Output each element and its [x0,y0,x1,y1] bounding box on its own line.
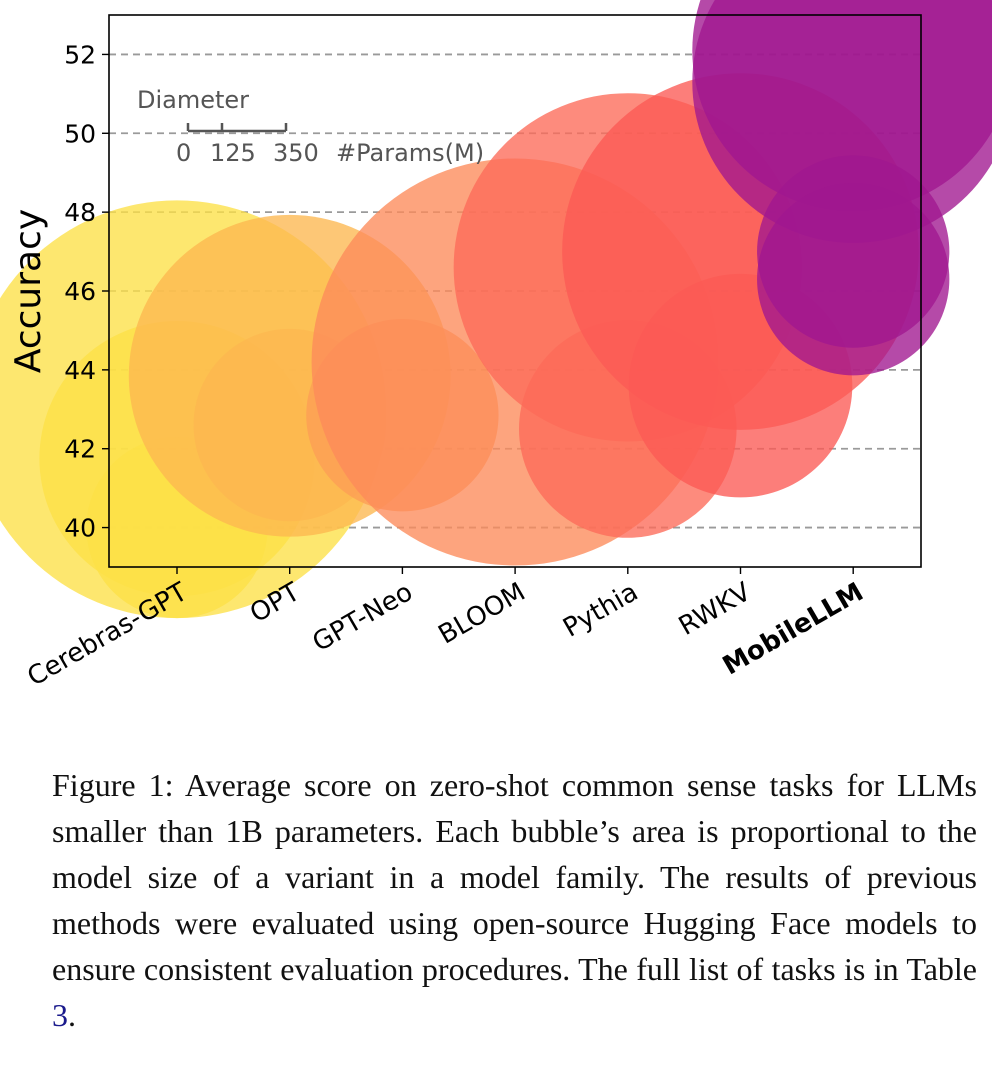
size-legend-label-125: 125 [210,139,256,167]
table-reference-link[interactable]: 3 [52,997,68,1033]
y-axis-label: Accuracy [8,209,49,373]
bubbles [0,0,992,619]
size-legend-label-350: 350 [273,139,319,167]
y-tick-label-48: 48 [64,198,96,227]
x-tick-label-pythia: Pythia [558,577,643,643]
y-tick-label-46: 46 [64,277,96,306]
x-tick-label-gpt-neo: GPT-Neo [308,577,418,658]
size-legend-title: Diameter [137,86,249,114]
y-axis-ticks: 40 42 44 46 48 50 52 [64,40,109,543]
x-tick-label-bloom: BLOOM [434,577,531,650]
caption-text: Figure 1: Average score on zero-shot com… [52,767,977,987]
bubble-mobilellm-4 [757,183,950,376]
size-legend-unit: #Params(M) [336,139,484,167]
x-tick-label-rwkv: RWKV [674,577,756,642]
caption-end: . [68,997,76,1033]
y-tick-label-44: 44 [64,356,96,385]
y-tick-label-40: 40 [64,514,96,543]
y-tick-label-42: 42 [64,435,96,464]
figure-caption: Figure 1: Average score on zero-shot com… [52,762,977,1038]
y-tick-label-52: 52 [64,40,96,69]
size-legend-label-0: 0 [176,139,191,167]
y-tick-label-50: 50 [64,119,96,148]
size-legend: Diameter 0 125 350 #Params(M) [137,86,484,167]
